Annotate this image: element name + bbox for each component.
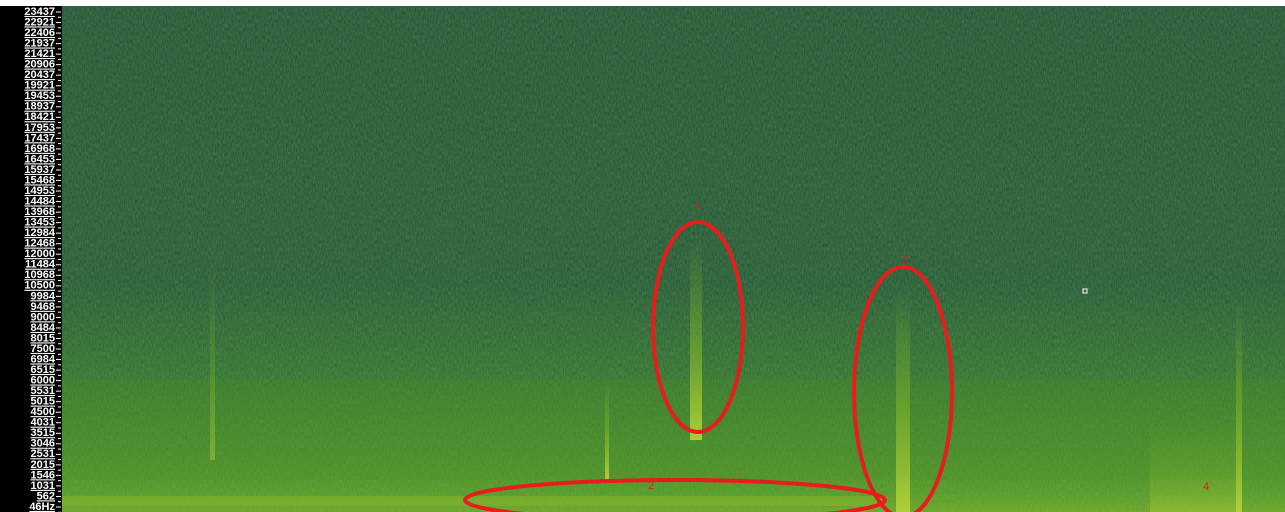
frequency-label: 5531 (31, 385, 55, 397)
frequency-label: 13968 (24, 206, 55, 218)
frequency-label: 22406 (24, 27, 55, 39)
frequency-label: 10968 (24, 269, 55, 281)
frequency-label: 9984 (31, 290, 56, 302)
frequency-label: 8015 (31, 332, 55, 344)
frequency-label: 562 (37, 490, 55, 502)
ellipse (651, 220, 745, 434)
frequency-label: 10500 (24, 280, 55, 292)
annotation-label: 4 (1203, 481, 1209, 493)
frequency-label: 8484 (31, 322, 56, 334)
streaks (62, 240, 1242, 512)
annotation-ellipses (463, 220, 954, 512)
frequency-label: 12984 (24, 227, 55, 239)
frequency-label: 5015 (31, 396, 55, 408)
frequency-label: 9468 (31, 301, 55, 313)
frequency-label: 20437 (24, 69, 55, 81)
frequency-label: 21421 (24, 48, 55, 60)
frequency-label: 11484 (25, 259, 56, 271)
frequency-label: 18421 (24, 111, 55, 123)
noise-band (62, 380, 1285, 480)
ellipse (852, 265, 954, 512)
frequency-label: 9000 (31, 311, 55, 323)
frequency-label: 13453 (24, 217, 55, 229)
frequency-label: 4031 (31, 417, 55, 429)
frequency-scale (0, 6, 62, 512)
frequency-label: 1546 (31, 469, 55, 481)
frequency-label: 12000 (24, 248, 55, 260)
frequency-label: 17437 (24, 132, 55, 144)
frequency-label: 7500 (31, 343, 55, 355)
frequency-label: 6984 (31, 353, 56, 365)
frequency-label: 19453 (24, 90, 55, 102)
frequency-label: 22921 (24, 16, 55, 28)
frequency-label: 3515 (31, 427, 55, 439)
annotation-label: 3 (902, 254, 908, 266)
annotation-label: 2 (648, 480, 654, 492)
frequency-label: 23437 (24, 6, 55, 18)
frequency-label: 12468 (24, 238, 55, 250)
annotation-label: 1 (694, 201, 700, 213)
frequency-label: 21937 (24, 38, 55, 50)
frequency-labels: 2343722921224062193721421209062043719921… (24, 6, 61, 512)
frequency-label: 19921 (24, 80, 55, 92)
frequency-label: 14953 (24, 185, 55, 197)
frequency-label: 20906 (24, 59, 55, 71)
frequency-label: 18937 (24, 101, 55, 113)
frequency-label: 14484 (24, 195, 55, 207)
frequency-label: 17953 (24, 122, 55, 134)
ellipse (463, 478, 887, 512)
frequency-label: 1031 (31, 480, 55, 492)
frequency-label: 16968 (24, 143, 55, 155)
frequency-label: 16453 (24, 153, 55, 165)
cursor (1082, 288, 1088, 294)
frequency-label: 3046 (31, 438, 55, 450)
frequency-label: 2531 (31, 448, 55, 460)
frequency-label: 6000 (31, 375, 55, 387)
frequency-label: 46Hz (29, 501, 55, 512)
frequency-label: 6515 (31, 364, 55, 376)
frequency-label: 2015 (31, 459, 55, 471)
frequency-label: 15468 (24, 174, 55, 186)
noise (62, 6, 1285, 512)
frequency-label: 15937 (24, 164, 55, 176)
frequency-label: 4500 (31, 406, 55, 418)
